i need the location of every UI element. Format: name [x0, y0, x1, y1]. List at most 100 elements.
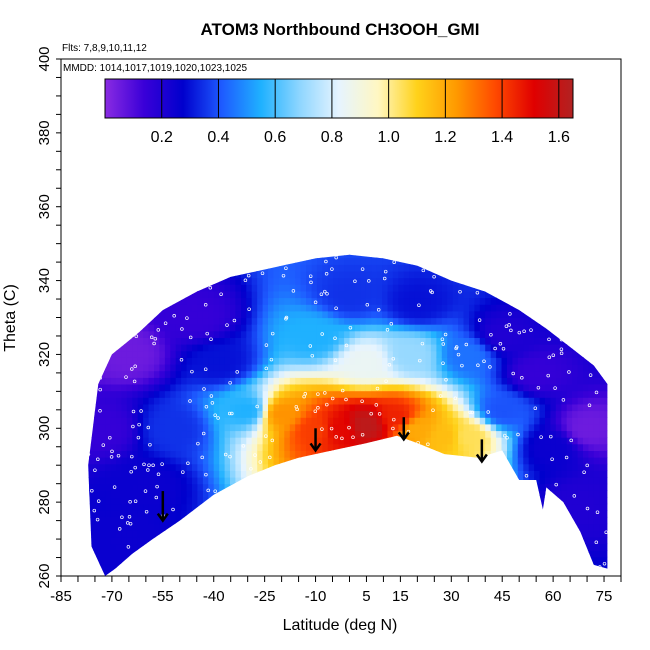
heatmap-cell	[566, 297, 573, 305]
heatmap-cell	[208, 357, 215, 365]
heatmap-cell	[219, 304, 226, 312]
heatmap-cell	[251, 470, 258, 478]
heatmap-cell	[105, 483, 112, 491]
heatmap-cell	[88, 290, 95, 299]
heatmap-cell	[523, 470, 530, 478]
heatmap-cell	[409, 563, 416, 571]
heatmap-cell	[273, 410, 280, 418]
heatmap-cell	[539, 384, 546, 392]
heatmap-cell	[284, 470, 291, 478]
heatmap-cell	[392, 503, 399, 511]
heatmap-cell	[333, 244, 339, 251]
heatmap-cell	[148, 516, 155, 525]
heatmap-cell	[137, 477, 144, 485]
heatmap-cell	[496, 350, 503, 358]
heatmap-cell	[88, 304, 90, 312]
heatmap-cell	[284, 290, 291, 299]
heatmap-cell	[110, 457, 117, 465]
heatmap-cell	[268, 543, 274, 551]
heatmap-cell	[566, 370, 573, 378]
heatmap-cell	[230, 550, 236, 558]
heatmap-cell	[523, 317, 530, 325]
heatmap-cell	[409, 357, 416, 365]
heatmap-cell	[376, 483, 383, 491]
heatmap-cell	[246, 417, 253, 425]
heatmap-cell	[251, 463, 258, 471]
heatmap-cell	[219, 510, 226, 518]
heatmap-cell	[197, 403, 204, 412]
heatmap-cell	[126, 556, 133, 564]
heatmap-cell	[99, 543, 106, 551]
heatmap-cell	[143, 437, 150, 445]
heatmap-cell	[257, 344, 264, 352]
heatmap-cell	[170, 377, 177, 385]
heatmap-cell	[376, 550, 383, 558]
heatmap-cell	[561, 536, 568, 545]
heatmap-cell	[208, 350, 215, 358]
heatmap-cell	[566, 310, 573, 319]
heatmap-cell	[517, 337, 524, 345]
heatmap-cell	[344, 443, 351, 451]
heatmap-cell	[485, 470, 492, 478]
heatmap-cell	[555, 264, 562, 272]
heatmap-cell	[235, 297, 242, 305]
heatmap-cell	[545, 457, 551, 465]
heatmap-cell	[523, 370, 530, 378]
heatmap-cell	[572, 310, 579, 319]
heatmap-cell	[479, 297, 486, 305]
heatmap-cell	[154, 577, 160, 584]
heatmap-cell	[257, 516, 264, 525]
heatmap-cell	[197, 463, 204, 471]
heatmap-cell	[344, 536, 351, 545]
heatmap-cell	[447, 483, 454, 491]
heatmap-cell	[572, 523, 579, 531]
heatmap-cell	[517, 503, 524, 511]
heatmap-cell	[512, 317, 519, 325]
heatmap-cell	[88, 443, 95, 451]
heatmap-cell	[485, 457, 492, 465]
heatmap-cell	[577, 423, 584, 432]
heatmap-cell	[240, 463, 247, 471]
heatmap-cell	[170, 337, 177, 345]
heatmap-cell	[414, 510, 421, 518]
heatmap-cell	[99, 556, 106, 564]
heatmap-cell	[240, 304, 247, 312]
heatmap-cell	[219, 403, 226, 412]
heatmap-cell	[181, 271, 188, 279]
heatmap-cell	[116, 370, 122, 378]
heatmap-cell	[550, 417, 557, 425]
heatmap-cell	[312, 577, 318, 584]
heatmap-cell	[392, 277, 399, 285]
heatmap-cell	[322, 556, 329, 564]
heatmap-cell	[517, 490, 524, 498]
heatmap-cell	[528, 410, 535, 418]
heatmap-cell	[496, 577, 502, 584]
heatmap-cell	[197, 490, 204, 498]
heatmap-cell	[360, 483, 367, 491]
heatmap-cell	[507, 271, 513, 279]
heatmap-cell	[316, 490, 323, 498]
heatmap-cell	[485, 463, 492, 471]
heatmap-cell	[164, 430, 171, 438]
heatmap-cell	[577, 516, 584, 525]
heatmap-cell	[425, 497, 432, 505]
heatmap-cell	[197, 410, 204, 418]
heatmap-cell	[94, 403, 101, 412]
heatmap-cell	[88, 337, 90, 345]
heatmap-cell	[371, 417, 378, 425]
heatmap-cell	[143, 384, 150, 392]
heatmap-cell	[414, 410, 421, 418]
heatmap-cell	[566, 271, 573, 279]
heatmap-cell	[430, 523, 437, 531]
heatmap-cell	[94, 417, 101, 425]
heatmap-cell	[284, 430, 291, 438]
heatmap-cell	[463, 277, 470, 285]
heatmap-cell	[110, 470, 117, 478]
heatmap-cell	[164, 310, 171, 319]
heatmap-cell	[474, 297, 481, 305]
heatmap-cell	[268, 477, 274, 485]
heatmap-cell	[447, 510, 454, 518]
heatmap-cell	[273, 397, 280, 405]
heatmap-cell	[517, 550, 524, 558]
heatmap-cell	[322, 317, 329, 325]
